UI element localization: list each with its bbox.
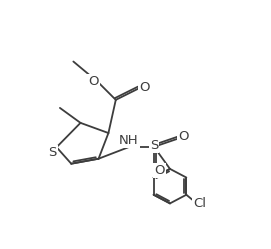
Text: Cl: Cl <box>193 197 206 210</box>
Text: S: S <box>150 139 158 152</box>
Text: O: O <box>178 130 189 143</box>
Text: O: O <box>139 81 149 94</box>
Text: O: O <box>88 74 99 88</box>
Text: O: O <box>154 164 164 177</box>
Text: NH: NH <box>119 134 139 147</box>
Text: S: S <box>49 146 57 159</box>
